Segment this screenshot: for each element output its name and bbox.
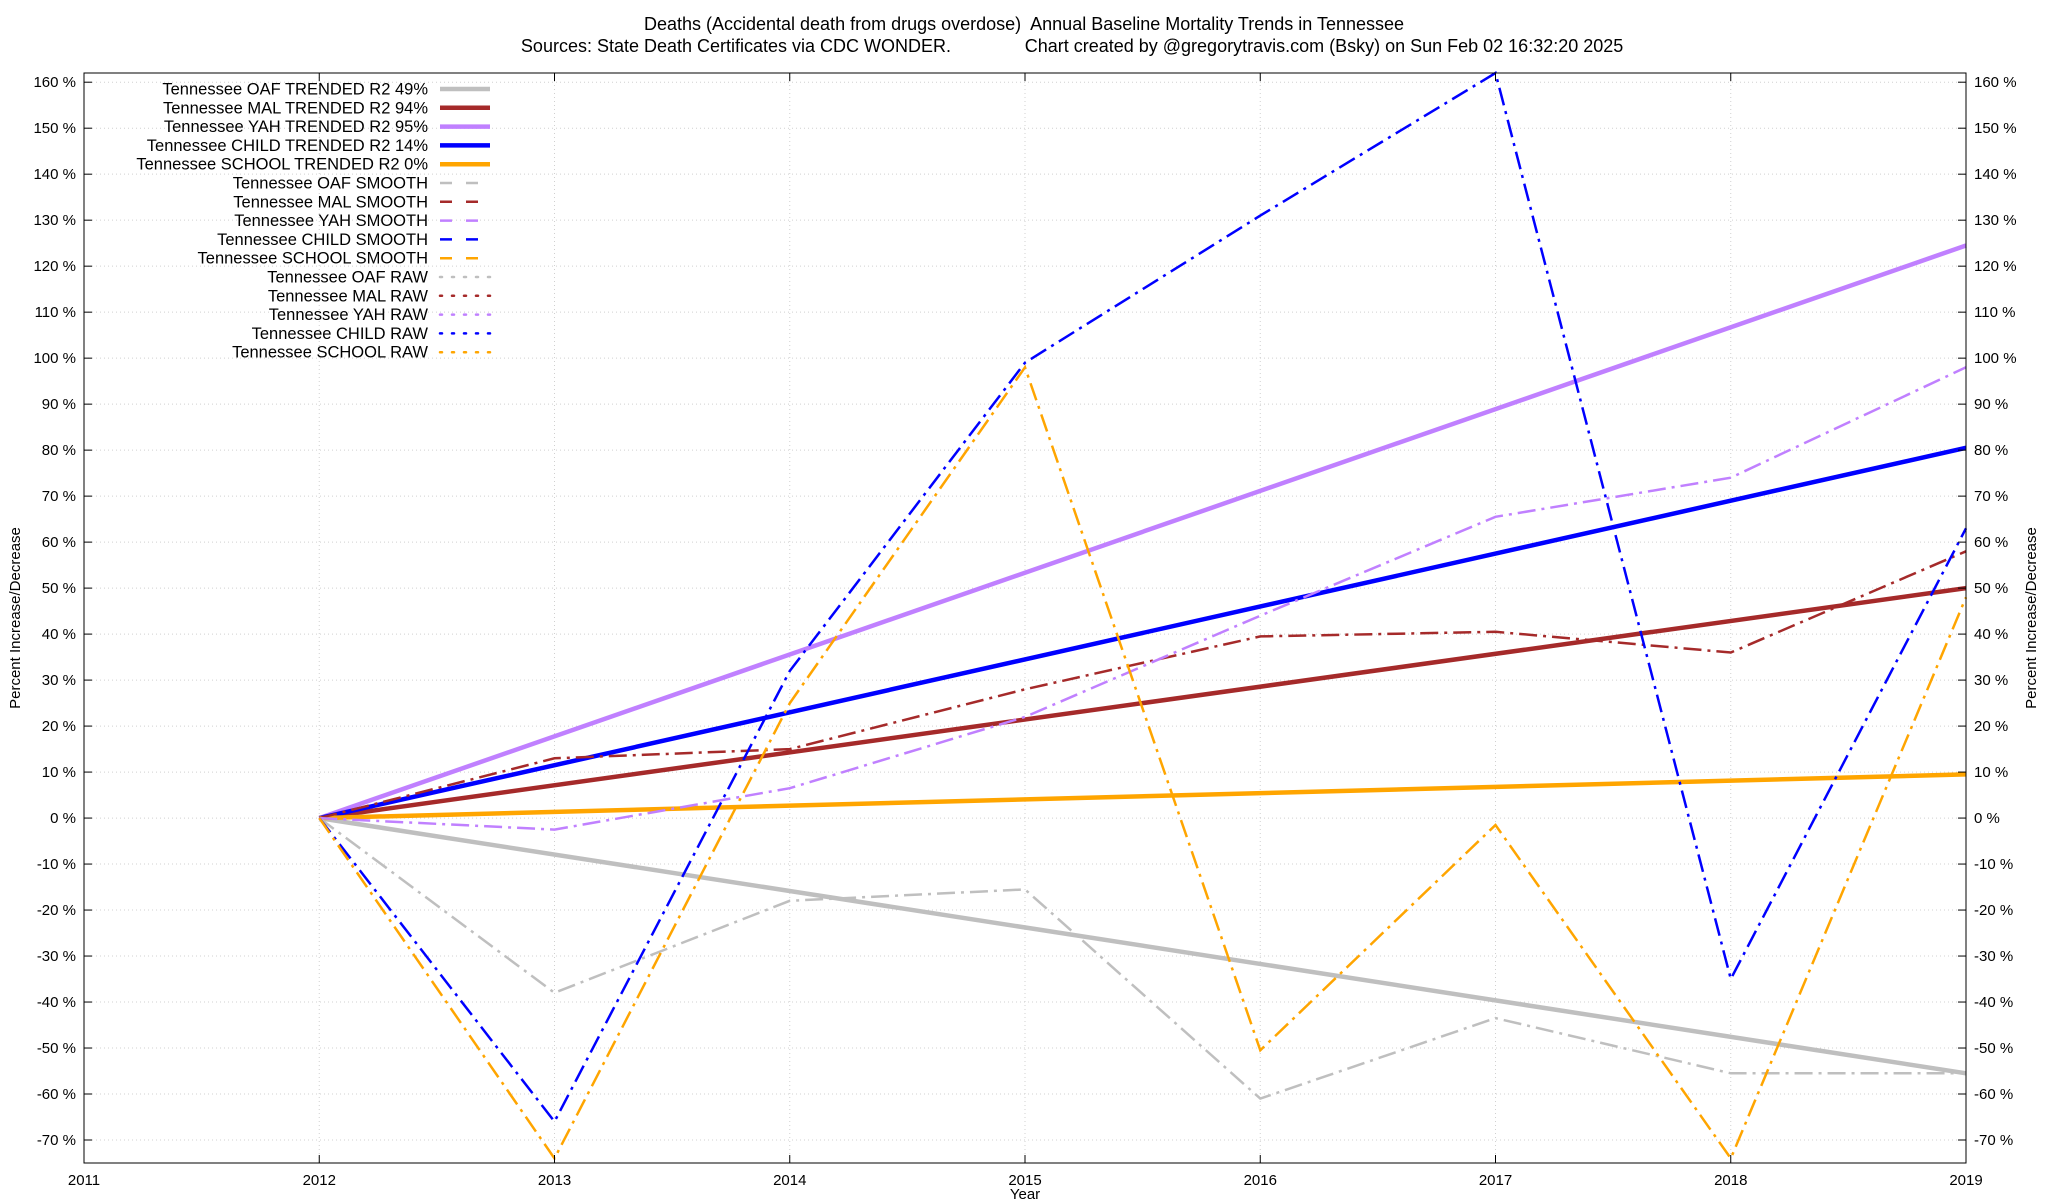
series-line-7 — [319, 366, 1967, 831]
y-tick-label-right: 110 % — [1974, 304, 2015, 321]
y-tick-label-left: -50 % — [37, 1040, 76, 1057]
y-tick-label-right: -50 % — [1974, 1040, 2013, 1057]
axes: 160 % 160 % 150 % 150 % 140 % 140 % 130 % 130 %… — [7, 72, 2040, 1200]
y-tick-label-left: 60 % — [42, 534, 76, 551]
x-axis-label: Year — [1010, 1186, 1040, 1200]
chart-title: Deaths (Accidental death from drugs over… — [643, 14, 1405, 34]
y-tick-label-right: -70 % — [1974, 1132, 2013, 1149]
y-tick-label-right: -10 % — [1974, 856, 2013, 873]
legend-label-11: Tennessee MAL RAW — [268, 287, 429, 305]
y-tick-label-left: 160 % — [33, 74, 76, 91]
series-line-1 — [318, 585, 1967, 821]
y-tick-label-right: 100 % — [1974, 350, 2017, 367]
chart-subtitle-right: Chart created by @gregorytravis.com (Bsk… — [1024, 36, 1624, 56]
y-tick-label-right: 80 % — [1974, 442, 2008, 459]
y-tick-label-left: 50 % — [42, 580, 76, 597]
legend-label-13: Tennessee CHILD RAW — [252, 325, 429, 343]
y-tick-label-left: 110 % — [35, 304, 76, 321]
y-tick-label-left: -70 % — [37, 1132, 76, 1149]
y-tick-label-left: 120 % — [33, 258, 76, 275]
y-tick-label-left: 70 % — [42, 488, 76, 505]
y-tick-label-left: -30 % — [37, 948, 76, 965]
x-tick-label: 2014 — [773, 1172, 806, 1189]
series-line-2 — [318, 243, 1967, 821]
y-tick-label-left: 20 % — [42, 718, 76, 735]
x-tick-label: 2011 — [68, 1172, 100, 1189]
y-tick-label-left: 40 % — [42, 626, 76, 643]
y-tick-label-right: 90 % — [1974, 396, 2008, 413]
y-tick-label-right: 50 % — [1974, 580, 2008, 597]
y-tick-label-left: 10 % — [42, 764, 76, 781]
y-tick-label-left: 130 % — [33, 212, 76, 229]
y-tick-label-right: -30 % — [1974, 948, 2013, 965]
series-line-3 — [318, 445, 1967, 821]
series-line-8 — [318, 71, 1968, 1124]
series-line-9 — [318, 364, 1968, 1161]
y-tick-label-left: -60 % — [37, 1086, 76, 1103]
y-tick-label-left: -40 % — [37, 994, 76, 1011]
legend-label-10: Tennessee OAF RAW — [267, 269, 428, 287]
y-tick-label-left: 100 % — [33, 350, 76, 367]
x-tick-label: 2016 — [1244, 1172, 1277, 1189]
y-tick-label-right: 20 % — [1974, 718, 2008, 735]
y-tick-label-right: 140 % — [1974, 166, 2017, 183]
legend: Tennessee OAF TRENDED R2 49%Tennessee MA… — [136, 81, 492, 362]
series-layer — [318, 71, 1968, 1161]
y-tick-label-left: 140 % — [33, 166, 76, 183]
legend-label-8: Tennessee CHILD SMOOTH — [217, 231, 428, 249]
chart-subtitle-left: Sources: State Death Certificates via CD… — [520, 36, 952, 56]
y-axis-label: Percent Increase/Decrease — [7, 527, 24, 709]
legend-label-0: Tennessee OAF TRENDED R2 49% — [162, 81, 428, 99]
y-tick-label-left: -20 % — [37, 902, 76, 919]
y-tick-label-left: 150 % — [33, 120, 76, 137]
legend-label-1: Tennessee MAL TRENDED R2 94% — [163, 99, 428, 117]
x-tick-label: 2015 — [1008, 1172, 1041, 1189]
y-tick-label-right: 60 % — [1974, 534, 2008, 551]
x-tick-label: 2018 — [1714, 1172, 1747, 1189]
y-tick-label-left: -10 % — [37, 856, 76, 873]
y-axis-label-right: Percent Increase/Decrease — [2023, 527, 2040, 709]
y-tick-label-right: 160 % — [1974, 74, 2017, 91]
y-tick-label-right: 120 % — [1974, 258, 2017, 275]
legend-label-12: Tennessee YAH RAW — [269, 306, 429, 324]
x-tick-label: 2013 — [538, 1172, 571, 1189]
grid — [83, 73, 1967, 1163]
x-tick-label: 2019 — [1949, 1172, 1982, 1189]
y-tick-label-left: 80 % — [42, 442, 76, 459]
legend-label-9: Tennessee SCHOOL SMOOTH — [198, 250, 428, 268]
y-tick-label-right: 30 % — [1974, 672, 2008, 689]
y-tick-label-right: 130 % — [1974, 212, 2017, 229]
series-line-5 — [318, 817, 1966, 1101]
series-line-6 — [318, 550, 1967, 820]
y-tick-label-right: 0 % — [1974, 810, 2000, 827]
series-line-0 — [318, 815, 1967, 1076]
legend-label-4: Tennessee SCHOOL TRENDED R2 0% — [136, 156, 428, 174]
y-tick-label-left: 0 % — [50, 810, 76, 827]
y-tick-label-left: 30 % — [42, 672, 76, 689]
y-tick-label-right: 40 % — [1974, 626, 2008, 643]
y-tick-label-right: 70 % — [1974, 488, 2008, 505]
series-line-4 — [319, 772, 1967, 821]
y-tick-label-right: -20 % — [1974, 902, 2013, 919]
y-tick-label-right: 150 % — [1974, 120, 2017, 137]
y-tick-label-left: 90 % — [42, 396, 76, 413]
legend-label-5: Tennessee OAF SMOOTH — [233, 175, 428, 193]
x-tick-label: 2012 — [303, 1172, 336, 1189]
legend-label-2: Tennessee YAH TRENDED R2 95% — [164, 118, 428, 136]
y-tick-label-right: 10 % — [1974, 764, 2008, 781]
legend-label-14: Tennessee SCHOOL RAW — [232, 344, 428, 362]
plot-border — [83, 72, 1967, 1164]
y-tick-label-right: -40 % — [1974, 994, 2013, 1011]
legend-label-7: Tennessee YAH SMOOTH — [234, 212, 428, 230]
y-tick-label-right: -60 % — [1974, 1086, 2013, 1103]
legend-label-6: Tennessee MAL SMOOTH — [233, 193, 428, 211]
legend-label-3: Tennessee CHILD TRENDED R2 14% — [147, 137, 429, 155]
x-tick-label: 2017 — [1479, 1172, 1512, 1189]
